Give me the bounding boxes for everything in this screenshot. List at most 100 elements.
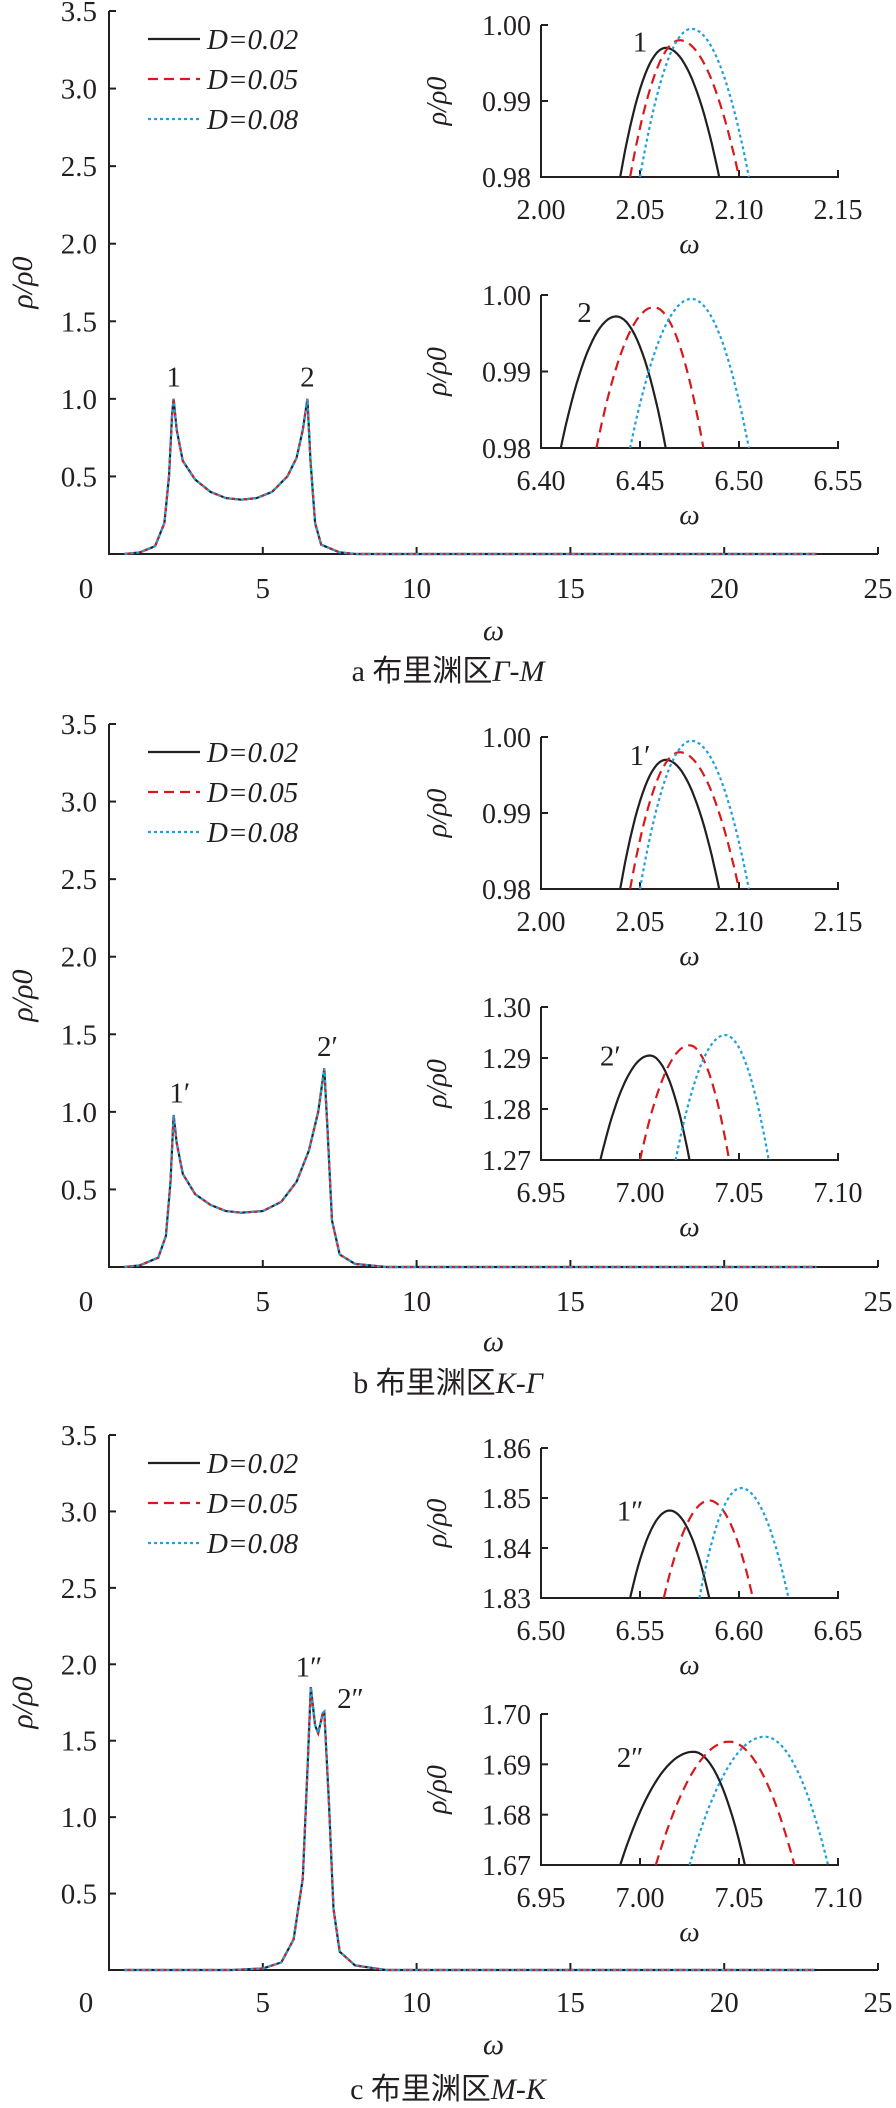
inset-y-axis-label: ρ/ρ0	[422, 77, 453, 127]
inset-y-axis-label: ρ/ρ0	[422, 1499, 453, 1549]
inset-curve-D=0.02	[629, 1509, 711, 1599]
inset-x-tick-label: 6.50	[517, 1616, 566, 1647]
inset-x-tick-label: 7.10	[814, 1883, 863, 1914]
inset-y-tick-label: 1.68	[482, 1801, 531, 1832]
inset-axes-c2	[540, 1714, 839, 1866]
y-tick-label-c: 3.0	[61, 1496, 97, 1528]
inset-curve-D=0.08	[688, 1735, 830, 1866]
y-tick-label-b: 1.5	[61, 1019, 97, 1051]
inset-y-tick-label: 1.29	[482, 1044, 531, 1075]
y-axis-label-b: ρ/ρ0	[6, 969, 39, 1022]
y-tick-label-a: 3.0	[61, 74, 97, 106]
inset-x-tick-label: 6.65	[814, 1616, 863, 1647]
inset-curve-D=0.05	[654, 1740, 796, 1866]
x-axis-label-a: ω	[483, 614, 504, 647]
main-curve-a-D=0.02	[124, 398, 817, 556]
y-tick-label-a: 1.5	[61, 306, 97, 338]
x-tick-label-c: 0	[79, 1987, 94, 2019]
main-curve-a-D=0.05	[124, 398, 817, 556]
inset-x-axis-label: ω	[679, 1916, 699, 1948]
x-tick-label-c: 10	[402, 1987, 431, 2019]
x-tick-label-a: 20	[710, 573, 739, 605]
peak-label-b: 2′	[317, 1031, 338, 1063]
inset-curve-D=0.08	[638, 27, 750, 178]
inset-x-tick-label: 7.00	[616, 1178, 665, 1209]
inset-curve-D=0.08	[629, 297, 750, 449]
inset-curve-D=0.08	[698, 1486, 790, 1599]
caption-b: b 布里渊区K-Γ	[0, 1368, 896, 1400]
legend-label-c: D=0.08	[206, 1528, 299, 1560]
x-tick-label-b: 0	[79, 1286, 94, 1318]
peak-label-a: 1	[166, 361, 181, 393]
x-axis-label-b: ω	[483, 1325, 504, 1358]
inset-y-tick-label: 0.98	[482, 163, 531, 194]
inset-axes-a1	[540, 25, 839, 178]
inset-y-tick-label: 1.00	[482, 281, 531, 312]
inset-peak-label: 1″	[617, 1496, 644, 1528]
caption-c-prefix: c 布里渊区	[350, 2073, 491, 2106]
inset-x-tick-label: 2.15	[814, 195, 863, 226]
inset-x-tick-label: 2.10	[715, 195, 764, 226]
inset-curve-D=0.02	[619, 758, 721, 890]
inset-x-axis-label: ω	[679, 1211, 699, 1243]
x-tick-label-b: 25	[864, 1286, 893, 1318]
peak-label-b: 1′	[169, 1078, 190, 1110]
inset-x-tick-label: 6.40	[517, 466, 566, 497]
caption-a-region: Γ-M	[492, 655, 545, 688]
caption-b-prefix: b 布里渊区	[353, 1367, 496, 1400]
inset-y-tick-label: 1.83	[482, 1584, 531, 1615]
inset-peak-label: 1	[633, 27, 648, 59]
caption-b-region: K-Γ	[495, 1367, 543, 1400]
inset-x-tick-label: 6.55	[616, 1616, 665, 1647]
main-curve-c-D=0.02	[124, 1687, 817, 1972]
y-tick-label-c: 3.5	[61, 1420, 97, 1452]
legend-label-b: D=0.08	[206, 817, 299, 849]
y-tick-label-a: 2.5	[61, 151, 97, 183]
inset-curve-D=0.08	[638, 739, 750, 890]
inset-peak-label: 2	[577, 297, 592, 329]
inset-y-axis-label: ρ/ρ0	[422, 789, 453, 839]
y-tick-label-b: 2.5	[61, 864, 97, 896]
inset-x-tick-label: 2.05	[616, 195, 665, 226]
inset-curve-D=0.02	[599, 1054, 691, 1161]
inset-peak-label: 2″	[617, 1742, 644, 1774]
inset-x-axis-label: ω	[679, 940, 699, 972]
y-tick-label-b: 1.0	[61, 1097, 97, 1129]
peak-label-a: 2	[300, 361, 315, 393]
inset-x-tick-label: 6.95	[517, 1178, 566, 1209]
inset-x-tick-label: 6.50	[715, 466, 764, 497]
inset-y-tick-label: 1.69	[482, 1750, 531, 1781]
inset-curve-D=0.02	[619, 46, 721, 178]
legend-label-c: D=0.02	[206, 1448, 298, 1480]
x-tick-label-a: 15	[556, 573, 585, 605]
y-tick-label-c: 2.0	[61, 1649, 97, 1681]
inset-x-tick-label: 6.45	[616, 466, 665, 497]
y-tick-label-a: 1.0	[61, 384, 97, 416]
y-tick-label-a: 0.5	[61, 461, 97, 493]
inset-y-axis-label: ρ/ρ0	[422, 1059, 453, 1109]
inset-curve-D=0.02	[559, 315, 667, 449]
inset-curve-D=0.02	[619, 1750, 746, 1866]
inset-y-tick-label: 1.70	[482, 1700, 531, 1731]
inset-x-tick-label: 2.05	[616, 907, 665, 938]
caption-c-region: M-K	[490, 2073, 546, 2106]
inset-axes-b1	[540, 737, 839, 890]
y-tick-label-a: 3.5	[61, 0, 97, 28]
y-tick-label-c: 1.5	[61, 1726, 97, 1758]
inset-x-tick-label: 7.00	[616, 1883, 665, 1914]
x-tick-label-a: 0	[79, 573, 94, 605]
inset-y-tick-label: 1.30	[482, 993, 531, 1024]
caption-c: c 布里渊区M-K	[0, 2074, 896, 2106]
inset-x-tick-label: 2.10	[715, 907, 764, 938]
inset-peak-label: 1′	[630, 740, 651, 772]
inset-curve-D=0.08	[674, 1033, 770, 1161]
x-axis-label-c: ω	[483, 2028, 504, 2061]
inset-x-tick-label: 2.00	[517, 907, 566, 938]
peak-label-c: 1″	[296, 1652, 323, 1684]
y-tick-label-c: 2.5	[61, 1573, 97, 1605]
x-tick-label-c: 25	[864, 1987, 893, 2019]
inset-y-tick-label: 1.84	[482, 1534, 531, 1565]
inset-y-tick-label: 1.28	[482, 1095, 531, 1126]
x-tick-label-b: 15	[556, 1286, 585, 1318]
inset-x-tick-label: 7.10	[814, 1178, 863, 1209]
